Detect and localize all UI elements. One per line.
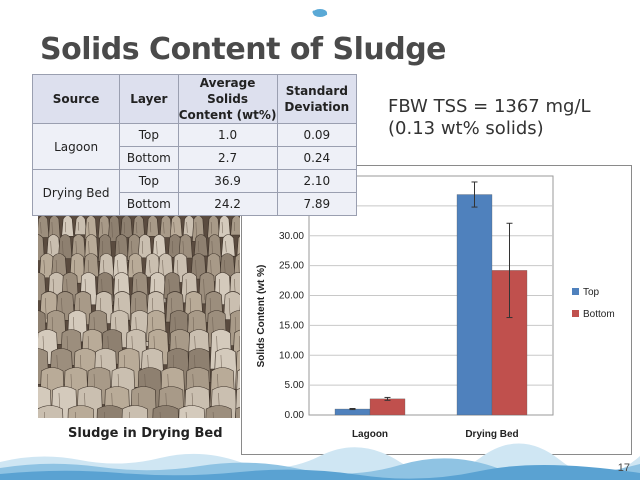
photo-caption: Sludge in Drying Bed — [68, 426, 223, 441]
legend-swatch — [572, 310, 579, 317]
tss-line-1: FBW TSS = 1367 mg/L — [388, 96, 591, 117]
cell-source-drying-bed: Drying Bed — [31, 169, 121, 216]
table-row: Lagoon Top 1.0 0.09 — [31, 123, 358, 170]
cell-layer: Top — [119, 169, 179, 193]
droplet-logo-icon — [312, 9, 328, 17]
bar-top-drying-bed — [456, 194, 493, 416]
cell-avg: 1.0 — [177, 123, 278, 147]
y-tick-label: 15.00 — [279, 320, 304, 331]
cell-std: 2.10 — [276, 169, 358, 193]
table-row: Bottom 24.2 7.89 — [33, 192, 358, 216]
header-std: Standard Deviation — [276, 74, 358, 124]
y-tick-label: 20.00 — [279, 291, 304, 302]
slide-title: Solids Content of Sludge — [40, 32, 447, 67]
tss-note: FBW TSS = 1367 mg/L (0.13 wt% solids) — [388, 96, 591, 140]
header-source: Source — [31, 74, 121, 124]
x-category-label: Lagoon — [352, 429, 388, 440]
y-tick-label: 0.00 — [285, 410, 305, 421]
cell-avg: 2.7 — [177, 146, 278, 170]
y-tick-label: 25.00 — [279, 261, 304, 272]
table-row: Bottom 2.7 0.24 — [33, 146, 358, 170]
y-tick-label: 10.00 — [279, 350, 304, 361]
table-header-row: Source Layer Average Solids Content (wt%… — [31, 74, 358, 124]
x-category-label: Drying Bed — [465, 429, 518, 440]
cell-std: 7.89 — [276, 192, 358, 216]
header-layer: Layer — [119, 74, 179, 124]
cell-avg: 36.9 — [177, 169, 278, 193]
bar-bottom-lagoon — [369, 398, 406, 416]
y-tick-label: 5.00 — [285, 380, 305, 391]
y-tick-label: 30.00 — [279, 231, 304, 242]
table-row: Drying Bed Top 36.9 2.10 — [31, 169, 358, 216]
legend-swatch — [572, 288, 579, 295]
cell-std: 0.24 — [276, 146, 358, 170]
cell-source-lagoon: Lagoon — [31, 123, 121, 170]
page-number: 17 — [617, 462, 630, 474]
header-average: Average Solids Content (wt%) — [177, 74, 278, 124]
header-average-line-1: Average Solids — [199, 76, 256, 106]
cell-layer: Top — [119, 123, 179, 147]
cell-layer: Bottom — [119, 192, 179, 216]
cell-layer: Bottom — [119, 146, 179, 170]
wave-footer-decoration — [0, 443, 640, 480]
cell-avg: 24.2 — [177, 192, 278, 216]
legend-label: Bottom — [583, 309, 615, 320]
solids-table: Source Layer Average Solids Content (wt%… — [31, 74, 358, 216]
drying-bed-photo — [38, 206, 240, 418]
header-average-line-2: Content (wt%) — [178, 108, 277, 122]
y-axis-label: Solids Content (wt %) — [256, 265, 267, 368]
legend-label: Top — [583, 287, 600, 298]
header-std-line-2: Deviation — [284, 100, 350, 114]
header-std-line-1: Standard — [285, 84, 348, 98]
cell-std: 0.09 — [276, 123, 358, 147]
tss-line-2: (0.13 wt% solids) — [388, 118, 544, 139]
